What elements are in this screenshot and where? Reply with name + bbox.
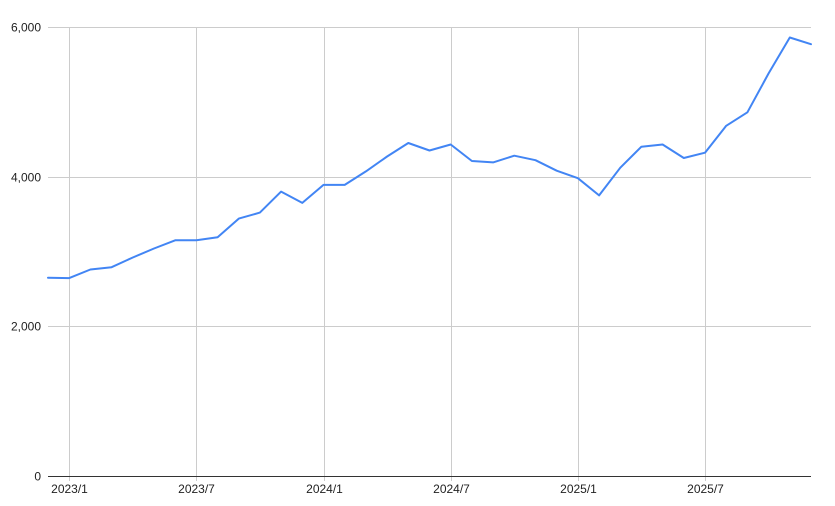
- x-tick-label: 2025/7: [687, 482, 724, 496]
- x-tick-label: 2023/1: [51, 482, 88, 496]
- y-tick-label: 6,000: [11, 21, 41, 35]
- y-tick-label: 4,000: [11, 171, 41, 185]
- x-tick-label: 2024/7: [433, 482, 470, 496]
- x-tick-label: 2024/1: [306, 482, 343, 496]
- x-tick-label: 2023/7: [178, 482, 215, 496]
- grid: [48, 27, 811, 481]
- x-tick-label: 2025/1: [560, 482, 597, 496]
- series-layer: [47, 36, 812, 280]
- y-tick-label: 0: [34, 470, 41, 484]
- tick-labels: 0 2,000 4,000 6,000 2023/1 2023/7 2024/1 2024/7…: [11, 21, 724, 497]
- series-line: [47, 36, 812, 280]
- y-tick-label: 2,000: [11, 320, 41, 334]
